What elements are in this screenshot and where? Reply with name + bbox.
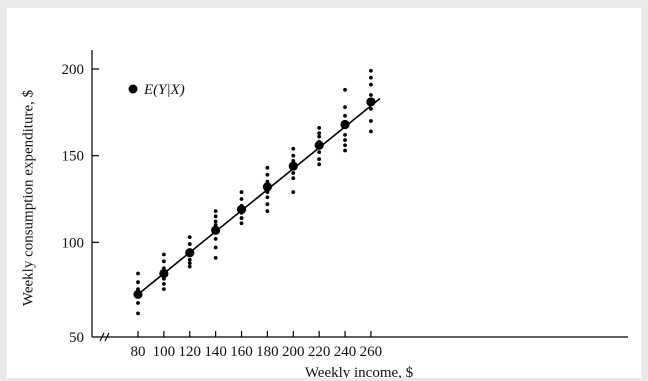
y-tick-label: 200	[62, 62, 85, 78]
observation-point	[161, 259, 166, 264]
observation-point	[343, 148, 347, 153]
observation-point	[187, 242, 192, 246]
observation-point	[317, 131, 322, 136]
observation-point	[343, 113, 347, 118]
observation-point	[161, 282, 166, 286]
x-tick-label: 200	[282, 344, 305, 360]
x-axis-label: Weekly income, $	[305, 365, 414, 378]
legend-label: E(Y|X)	[143, 82, 185, 98]
axis-break-mark	[99, 332, 105, 342]
observation-point	[317, 150, 322, 155]
observation-point	[187, 257, 192, 262]
x-tick-label: 100	[153, 344, 176, 360]
observation-point	[265, 195, 270, 200]
observation-point	[343, 143, 347, 148]
observation-point	[291, 153, 296, 158]
observation-point	[291, 171, 296, 175]
conditional-mean-point	[314, 140, 324, 150]
observation-point	[343, 87, 347, 92]
observation-point	[136, 301, 140, 305]
conditional-mean-layer	[133, 97, 376, 299]
observation-point	[213, 245, 218, 250]
observation-point	[291, 190, 296, 194]
observation-point	[265, 172, 270, 177]
conditional-mean-point	[340, 119, 350, 130]
conditional-mean-point	[185, 248, 195, 258]
observation-point	[187, 264, 192, 269]
regression-line-layer	[137, 97, 381, 295]
chart-frame: 50 100 150 200 80 100 120 140 160 180 200 220 240 260…	[7, 8, 641, 378]
y-tick-label: 50	[69, 330, 84, 346]
observation-point	[265, 202, 270, 207]
y-tick-label: 150	[62, 149, 85, 165]
conditional-mean-point	[159, 268, 169, 279]
observation-point	[161, 252, 166, 257]
observation-point	[136, 311, 140, 316]
observation-point	[213, 256, 218, 260]
observation-point	[239, 190, 244, 194]
legend: E(Y|X)	[128, 82, 185, 98]
observation-point	[291, 146, 296, 151]
conditional-mean-point	[133, 289, 143, 299]
observation-point	[343, 138, 347, 142]
observation-point	[369, 93, 373, 97]
conditional-mean-point	[211, 225, 221, 235]
observation-point	[317, 134, 322, 139]
observation-point	[213, 236, 218, 241]
x-tick-label: 160	[230, 344, 253, 360]
observation-point	[369, 106, 373, 111]
y-tick-label: 100	[62, 235, 85, 251]
conditional-mean-point	[366, 97, 376, 107]
conditional-mean-point	[288, 161, 298, 171]
observation-point	[136, 280, 140, 285]
observation-point	[239, 216, 244, 220]
conditional-mean-point	[236, 204, 247, 214]
x-tick-label: 260	[360, 344, 383, 360]
observation-point	[369, 82, 373, 87]
observation-point	[343, 105, 347, 110]
observation-point	[265, 165, 270, 170]
x-tick-label: 220	[308, 344, 331, 360]
x-tick-label: 140	[204, 344, 227, 360]
observation-point	[213, 219, 218, 224]
regression-line	[137, 97, 381, 295]
y-axis-label: Weekly consumption expenditure, $	[20, 89, 36, 306]
observation-point	[213, 209, 218, 214]
legend-marker	[128, 84, 138, 94]
observation-point	[369, 119, 373, 123]
observation-point	[213, 214, 218, 219]
observation-point	[369, 129, 373, 134]
observation-point	[369, 75, 373, 80]
observation-point	[369, 68, 373, 73]
observation-point	[343, 132, 347, 137]
x-tick-label: 180	[256, 344, 279, 360]
observation-point	[317, 126, 322, 130]
observation-point	[187, 235, 192, 240]
observation-point	[317, 157, 322, 162]
conditional-mean-point	[262, 182, 272, 192]
observation-point	[136, 271, 140, 276]
observation-point	[187, 261, 192, 266]
observation-point	[317, 162, 322, 167]
x-tick-label: 80	[131, 344, 146, 360]
observation-layer	[136, 68, 373, 316]
observation-point	[291, 176, 296, 181]
observation-point	[239, 197, 244, 201]
x-tick-label: 120	[179, 344, 202, 360]
observation-point	[265, 209, 270, 214]
axis-break-mark	[104, 332, 110, 342]
observation-point	[161, 287, 166, 292]
observation-point	[239, 221, 244, 226]
x-tick-label: 240	[334, 344, 357, 360]
